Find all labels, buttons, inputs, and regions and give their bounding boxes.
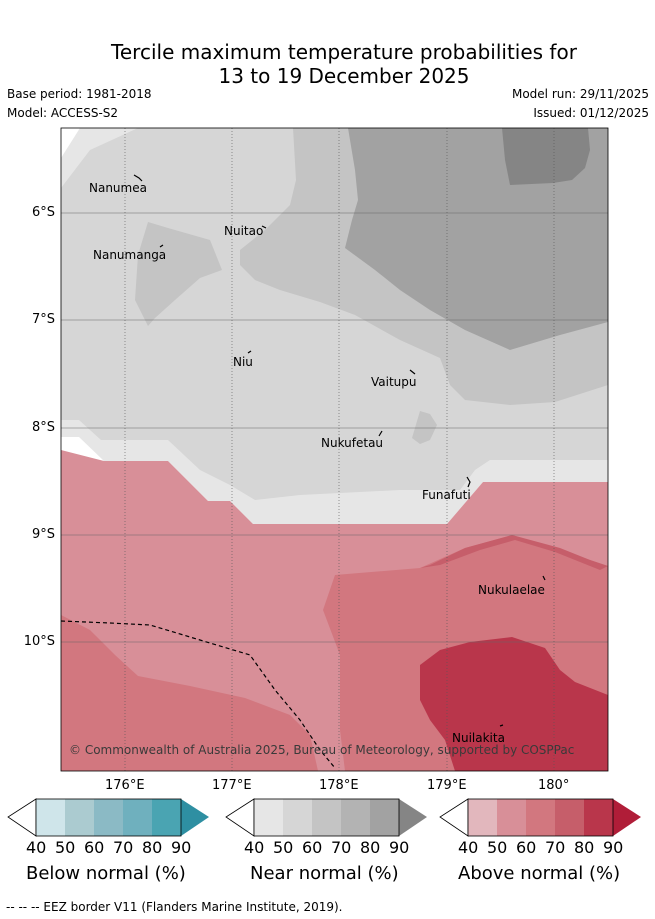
lon-label-178e: 178°E: [319, 778, 359, 793]
above-tick-70: 70: [545, 838, 566, 857]
near-normal-40-nw: [61, 128, 138, 188]
title-line-1: Tercile maximum temperature probabilitie…: [111, 40, 577, 64]
above-tick-50: 50: [487, 838, 508, 857]
near-tick-50: 50: [273, 838, 294, 857]
chart-title: Tercile maximum temperature probabilitie…: [0, 40, 655, 88]
near-tick-70: 70: [331, 838, 352, 857]
colorbar-near-swatch-1: [254, 799, 283, 836]
above-normal-title: Above normal (%): [458, 863, 621, 884]
near-normal-60-patch-west: [135, 222, 222, 326]
colorbar-below-high-extend: [181, 799, 209, 836]
colorbar-above-swatch-5: [584, 799, 613, 836]
colorbar-near-low-extend: [225, 798, 255, 837]
graticule: [61, 128, 608, 771]
near-tick-90: 90: [389, 838, 410, 857]
island-nukulaelae: [542, 575, 546, 581]
near-tick-80: 80: [360, 838, 381, 857]
islands: [133, 174, 546, 727]
colorbar-near-swatch-2: [283, 799, 312, 836]
colorbar-near-normal: [225, 798, 427, 837]
place-label-nukulaelae: Nukulaelae: [478, 583, 545, 597]
below-tick-60: 60: [84, 838, 105, 857]
near-normal-title: Near normal (%): [250, 863, 399, 884]
colorbar-near-swatch-5: [370, 799, 399, 836]
above-tick-60: 60: [516, 838, 537, 857]
colorbar-above-high-extend: [613, 799, 641, 836]
colorbar-near-high-extend: [399, 799, 427, 836]
probability-field: [61, 128, 608, 771]
lat-label-7s: 7°S: [31, 312, 55, 327]
colorbar-below-outline: [35, 798, 182, 837]
colorbar-near-swatch-3: [312, 799, 341, 836]
near-normal-60-patch-small: [412, 411, 437, 444]
island-nanumea: [133, 174, 143, 182]
colorbar-below-swatch-3: [94, 799, 123, 836]
near-normal-80-north: [502, 128, 590, 185]
near-normal-70-corner: [588, 128, 608, 150]
no-data-corner: [61, 128, 80, 158]
place-label-nukufetau: Nukufetau: [321, 436, 384, 450]
above-tick-80: 80: [574, 838, 595, 857]
near-tick-40: 40: [244, 838, 265, 857]
model-run: Model run: 29/11/2025: [511, 87, 649, 101]
below-tick-80: 80: [142, 838, 163, 857]
colorbar-above-swatch-1: [468, 799, 497, 836]
island-vaitupu: [409, 369, 416, 375]
above-tick-90: 90: [603, 838, 624, 857]
island-nuilakita: [499, 724, 504, 727]
place-label-nanumanga: Nanumanga: [93, 248, 167, 262]
colorbar-below-low-extend: [7, 798, 37, 837]
island-nanumanga: [159, 244, 164, 248]
copyright-notice: © Commonwealth of Australia 2025, Bureau…: [69, 743, 575, 757]
lat-label-8s: 8°S: [31, 420, 55, 435]
model-name: Model: ACCESS-S2: [7, 106, 119, 120]
lat-label-10s: 10°S: [23, 634, 55, 649]
above-tick-40: 40: [458, 838, 479, 857]
colorbar-below-normal: [7, 798, 209, 837]
issued-date: Issued: 01/12/2025: [533, 106, 649, 120]
island-funafuti: [466, 476, 471, 488]
place-label-nanumea: Nanumea: [89, 181, 147, 195]
colorbar-below-swatch-5: [152, 799, 181, 836]
lat-label-6s: 6°S: [31, 205, 55, 220]
above-normal-80-southeast: [420, 637, 608, 771]
below-tick-50: 50: [55, 838, 76, 857]
colorbar-above-swatch-4: [555, 799, 584, 836]
colorbar-above-swatch-3: [526, 799, 555, 836]
lon-label-177e: 177°E: [212, 778, 252, 793]
colorbar-above-swatch-2: [497, 799, 526, 836]
island-nuitao: [261, 225, 267, 229]
colorbar-near-swatch-4: [341, 799, 370, 836]
below-tick-40: 40: [26, 838, 47, 857]
colorbar-below-swatch-4: [123, 799, 152, 836]
place-label-funafuti: Funafuti: [422, 488, 471, 502]
below-normal-title: Below normal (%): [26, 863, 186, 884]
place-label-vaitupu: Vaitupu: [371, 375, 417, 389]
place-label-nuitao: Nuitao: [224, 224, 264, 238]
lon-label-179e: 179°E: [427, 778, 467, 793]
colorbar-below-swatch-2: [65, 799, 94, 836]
colorbar-below-swatch-1: [36, 799, 65, 836]
below-tick-70: 70: [113, 838, 134, 857]
colorbar-near-outline: [253, 798, 400, 837]
island-nukufetau: [378, 430, 383, 437]
base-period: Base period: 1981-2018: [7, 87, 152, 101]
place-label-nuilakita: Nuilakita: [452, 731, 505, 745]
island-niu: [247, 350, 252, 354]
lon-label-180: 180°: [538, 778, 570, 793]
lat-label-9s: 9°S: [31, 527, 55, 542]
eez-footnote: -- -- -- EEZ border V11 (Flanders Marine…: [6, 900, 343, 914]
near-tick-60: 60: [302, 838, 323, 857]
lon-label-176e: 176°E: [105, 778, 145, 793]
above-normal-70-edge: [420, 535, 608, 570]
below-tick-90: 90: [171, 838, 192, 857]
colorbar-above-normal: [439, 798, 641, 837]
place-label-niu: Niu: [233, 355, 253, 369]
colorbar-above-outline: [467, 798, 614, 837]
map-frame: [60, 127, 609, 772]
colorbar-above-low-extend: [439, 798, 469, 837]
title-line-2: 13 to 19 December 2025: [218, 64, 470, 88]
